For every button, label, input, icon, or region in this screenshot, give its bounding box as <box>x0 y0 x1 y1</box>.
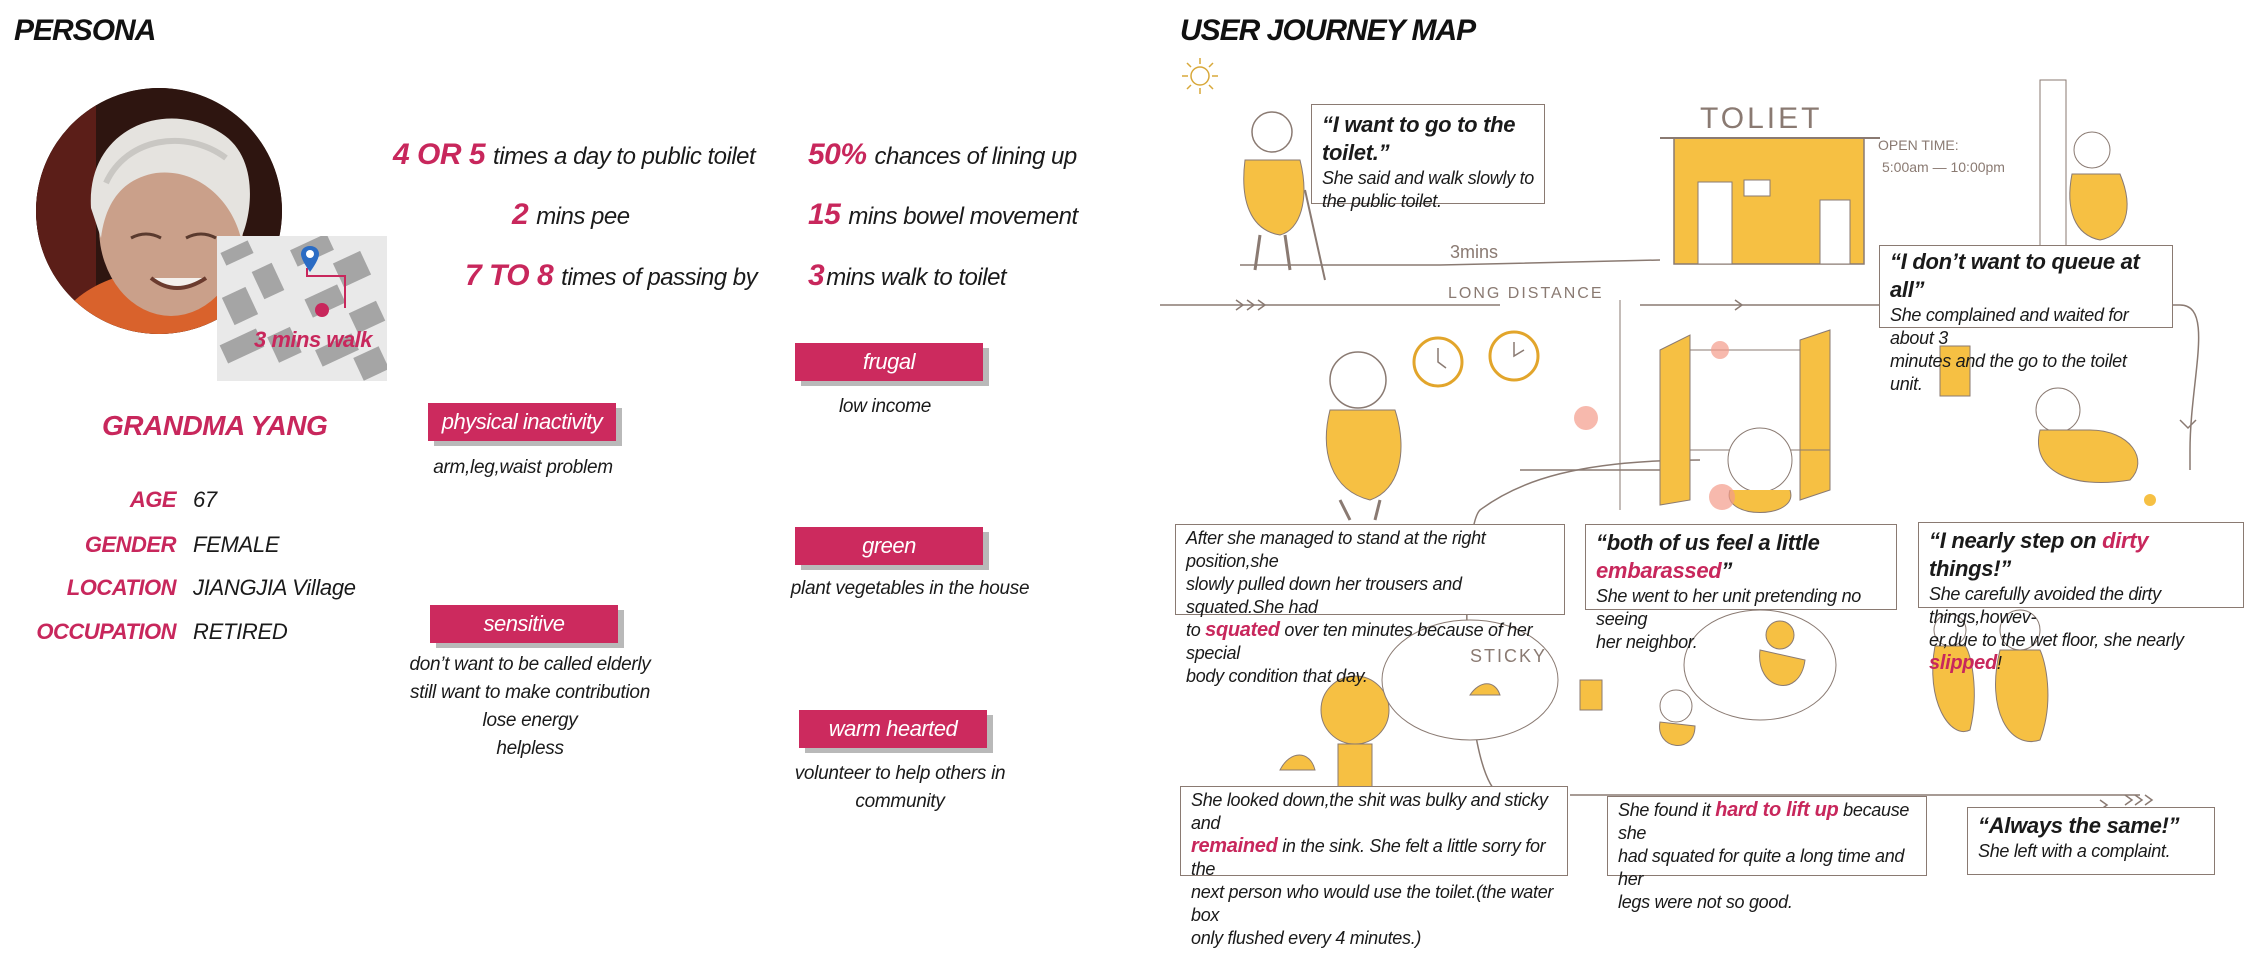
journey-step-7-box: She found it hard to lift up because she… <box>1607 796 1927 912</box>
info-label-gender: GENDER <box>84 532 177 557</box>
trait-desc-frugal: low income <box>838 396 932 417</box>
toilet-building-sketch <box>1660 137 1880 265</box>
stat-passing-by: 7 TO 8 times of passing by <box>465 259 758 292</box>
journey-step-4-box: “both of us feel a little embarassed” Sh… <box>1585 524 1897 652</box>
open-time-text: OPEN TIME: <box>1878 137 1959 153</box>
journey-step-2-box: “I don’t want to queue at all” She compl… <box>1879 245 2173 394</box>
info-label-occupation: OCCUPATION <box>36 619 176 644</box>
bottom-row-sketches <box>1279 609 2049 797</box>
distance-mins-text: 3mins <box>1450 242 1498 262</box>
long-distance-text: LONG DISTANCE <box>1448 285 1604 302</box>
info-value-age: 67 <box>193 487 217 512</box>
info-label-age: AGE <box>129 487 177 512</box>
map-destination-dot-icon <box>315 303 329 317</box>
stat-walk-to-toilet: 3mins walk to toilet <box>808 259 1007 292</box>
journey-illustration: TOLIET OPEN TIME: 5:00am — 10:00pm 3mins… <box>1160 58 2200 816</box>
info-value-location: JIANGJIA Village <box>193 575 356 600</box>
trait-tag-warm-hearted: warm hearted <box>799 710 987 748</box>
grandma-queue-sketch <box>2039 79 2128 251</box>
persona-title: PERSONA <box>14 14 156 47</box>
info-value-occupation: RETIRED <box>193 619 288 644</box>
trait-tag-green: green <box>795 527 983 565</box>
journey-step-1-box: “I want to go to the toilet.” She said a… <box>1311 104 1545 211</box>
journey-step-5-box: “I nearly step on dirty things!” She car… <box>1918 522 2244 674</box>
grandma-portrait-image <box>36 88 282 334</box>
trait-tag-frugal: frugal <box>795 343 983 381</box>
location-minimap <box>217 236 387 381</box>
toilet-sign-text: TOLIET <box>1700 102 1822 135</box>
map-blocks-graphic <box>219 236 387 381</box>
open-hours-text: 5:00am — 10:00pm <box>1882 159 2005 175</box>
trait-desc-warm-hearted: volunteer to help others in community <box>794 763 1006 812</box>
trait-desc-physical-inactivity: arm,leg,waist problem <box>433 457 613 478</box>
map-walk-label: 3 mins walk <box>254 327 373 352</box>
grandma-slipping-sketch <box>2035 387 2156 506</box>
sticky-text: STICKY <box>1470 646 1547 666</box>
stat-lining-up: 50% chances of lining up <box>808 138 1077 171</box>
journey-step-8-box: “Always the same!” She left with a compl… <box>1967 807 2215 875</box>
journey-title: USER JOURNEY MAP <box>1180 14 1476 47</box>
stat-bowel-movement: 15 mins bowel movement <box>808 198 1078 231</box>
trait-tag-sensitive: sensitive <box>430 605 618 643</box>
persona-photo <box>36 88 282 334</box>
toilet-stalls-sketch <box>1574 300 1971 513</box>
info-label-location: LOCATION <box>66 575 177 600</box>
grandma-walking-sketch <box>1243 111 1326 281</box>
journey-step-3-box: After she managed to stand at the right … <box>1175 524 1565 686</box>
grandma-squatting-sketch <box>1325 351 1402 521</box>
stat-pee-mins: 2 mins pee <box>512 198 630 231</box>
trait-tag-physical-inactivity: physical inactivity <box>428 403 616 441</box>
info-value-gender: FEMALE <box>193 532 280 557</box>
trait-desc-sensitive: don’t want to be called elderly still wa… <box>409 654 651 759</box>
persona-name: GRANDMA YANG <box>102 410 328 441</box>
map-pin-icon <box>301 246 319 277</box>
stat-toilet-visits: 4 OR 5 times a day to public toilet <box>393 138 756 171</box>
trait-desc-green: plant vegetables in the house <box>790 578 1030 599</box>
journey-step-6-box: She looked down,the shit was bulky and s… <box>1180 786 1568 948</box>
